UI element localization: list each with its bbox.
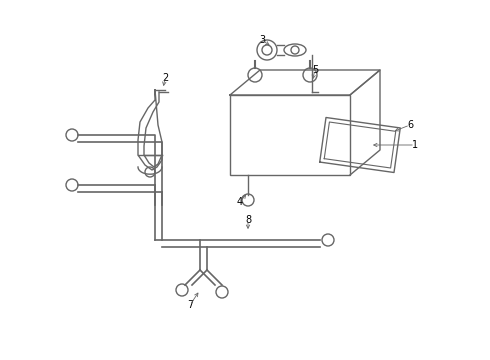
Text: 3: 3 (259, 35, 265, 45)
Bar (230, 95, 350, 175)
Text: 2: 2 (162, 73, 168, 83)
Text: 5: 5 (312, 65, 318, 75)
Text: 4: 4 (237, 197, 243, 207)
Text: 1: 1 (412, 140, 418, 150)
Text: 7: 7 (187, 300, 193, 310)
Text: 6: 6 (407, 120, 413, 130)
Text: 8: 8 (245, 215, 251, 225)
